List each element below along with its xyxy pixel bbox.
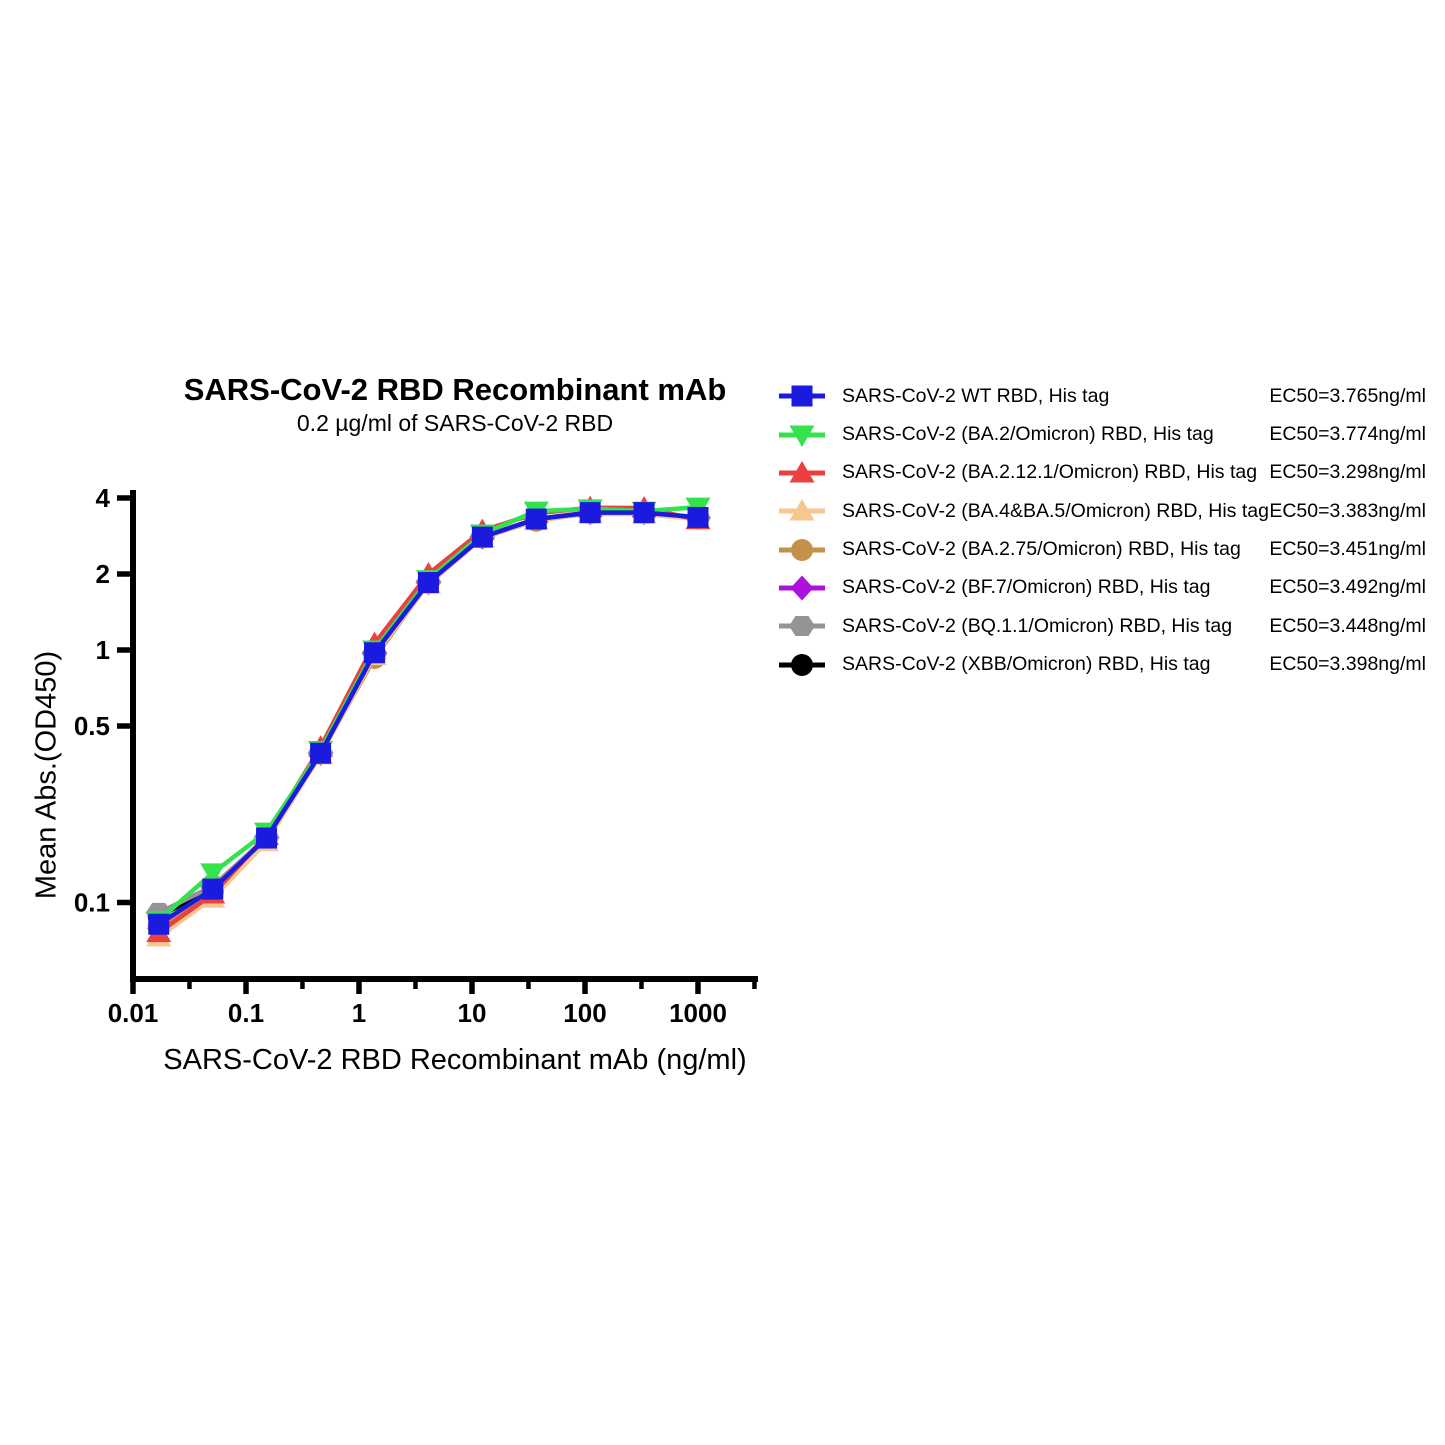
legend-marker-ba2 (779, 425, 825, 447)
y-tick-label: 4 (96, 483, 111, 513)
legend-marker-bq11 (779, 616, 825, 637)
x-tick-label: 0.1 (228, 998, 264, 1028)
square-marker-icon (633, 502, 655, 524)
square-marker-icon (471, 526, 493, 548)
circle-marker-icon (791, 653, 813, 676)
legend-ec50-value: EC50=3.774ng/ml (1269, 423, 1426, 446)
square-marker-icon (579, 502, 601, 524)
x-tick-label: 100 (563, 998, 606, 1028)
square-marker-icon (202, 878, 224, 900)
circle-marker-icon (791, 538, 813, 561)
legend-item-bq11: SARS-CoV-2 (BQ.1.1/Omicron) RBD, His tag… (778, 607, 1426, 645)
legend-item-xbb: SARS-CoV-2 (XBB/Omicron) RBD, His tag EC5… (778, 645, 1426, 683)
x-tick-label: 10 (458, 998, 487, 1028)
x-tick-label: 1000 (669, 998, 727, 1028)
square-marker-icon (525, 508, 547, 530)
legend-label: SARS-CoV-2 (XBB/Omicron) RBD, His tag (842, 653, 1211, 676)
legend-label: SARS-CoV-2 (BA.2.75/Omicron) RBD, His ta… (842, 538, 1241, 561)
legend-item-wt: SARS-CoV-2 WT RBD, His tag EC50=3.765ng/m… (778, 377, 1426, 415)
legend-ec50-value: EC50=3.765ng/ml (1269, 384, 1426, 407)
series-wt (148, 502, 709, 935)
legend-ec50-value: EC50=3.448ng/ml (1269, 614, 1426, 637)
legend-marker-ba4ba5 (779, 499, 825, 521)
triangle-down-marker-icon (789, 425, 815, 447)
square-marker-icon (687, 506, 709, 528)
legend-label: SARS-CoV-2 (BF.7/Omicron) RBD, His tag (842, 576, 1211, 599)
triangle-up-marker-icon (789, 460, 815, 483)
legend-ec50-value: EC50=3.298ng/ml (1269, 461, 1426, 484)
legend-label: SARS-CoV-2 (BQ.1.1/Omicron) RBD, His tag (842, 614, 1233, 637)
legend-label: SARS-CoV-2 (BA.2/Omicron) RBD, His tag (842, 423, 1214, 446)
y-tick-label: 2 (96, 559, 110, 589)
legend-item-ba2121: SARS-CoV-2 (BA.2.12.1/Omicron) RBD, His … (778, 454, 1426, 492)
legend-ec50-value: EC50=3.492ng/ml (1269, 576, 1426, 599)
square-marker-icon (364, 642, 386, 664)
square-marker-icon (417, 572, 439, 594)
triangle-down-marker-icon (200, 863, 226, 885)
legend-marker-xbb (779, 653, 825, 676)
triangle-up-marker-icon (789, 499, 815, 521)
legend-marker-ba275 (779, 538, 825, 561)
legend-ec50-value: EC50=3.451ng/ml (1269, 538, 1426, 561)
legend-item-ba275: SARS-CoV-2 (BA.2.75/Omicron) RBD, His ta… (778, 530, 1426, 568)
chart-title: SARS-CoV-2 RBD Recombinant mAb (183, 372, 727, 407)
legend-item-ba2: SARS-CoV-2 (BA.2/Omicron) RBD, His tag EC… (778, 415, 1426, 453)
series-ba2121 (146, 495, 711, 943)
legend-label: SARS-CoV-2 (BA.4&BA.5/Omicron) RBD, His … (842, 499, 1269, 522)
x-axis-label: SARS-CoV-2 RBD Recombinant mAb (ng/ml) (163, 1044, 747, 1076)
legend-item-bf7: SARS-CoV-2 (BF.7/Omicron) RBD, His tag EC… (778, 569, 1426, 607)
chart-subtitle: 0.2 µg/ml of SARS-CoV-2 RBD (296, 410, 614, 436)
legend-marker-ba2121 (779, 460, 825, 483)
legend-ec50-value: EC50=3.398ng/ml (1269, 653, 1426, 676)
y-tick-label: 0.5 (74, 711, 110, 741)
x-tick-label: 1 (352, 998, 366, 1028)
legend: SARS-CoV-2 WT RBD, His tag EC50=3.765ng/m… (778, 377, 1426, 684)
y-tick-label: 1 (96, 635, 110, 665)
square-marker-icon (310, 742, 332, 764)
legend-marker-bf7 (779, 575, 825, 601)
hexagon-marker-icon (789, 616, 815, 637)
square-marker-icon (791, 385, 813, 407)
legend-item-ba4ba5: SARS-CoV-2 (BA.4&BA.5/Omicron) RBD, His … (778, 492, 1426, 530)
legend-label: SARS-CoV-2 WT RBD, His tag (842, 384, 1110, 407)
y-tick-label: 0.1 (74, 888, 110, 918)
legend-ec50-value: EC50=3.383ng/ml (1269, 499, 1426, 522)
square-marker-icon (256, 827, 278, 849)
legend-label: SARS-CoV-2 (BA.2.12.1/Omicron) RBD, His … (842, 461, 1258, 484)
diamond-marker-icon (790, 575, 814, 601)
square-marker-icon (148, 913, 170, 935)
legend-marker-wt (779, 385, 825, 407)
y-axis-label: Mean Abs.(OD450) (30, 650, 63, 900)
x-tick-label: 0.01 (108, 998, 159, 1028)
